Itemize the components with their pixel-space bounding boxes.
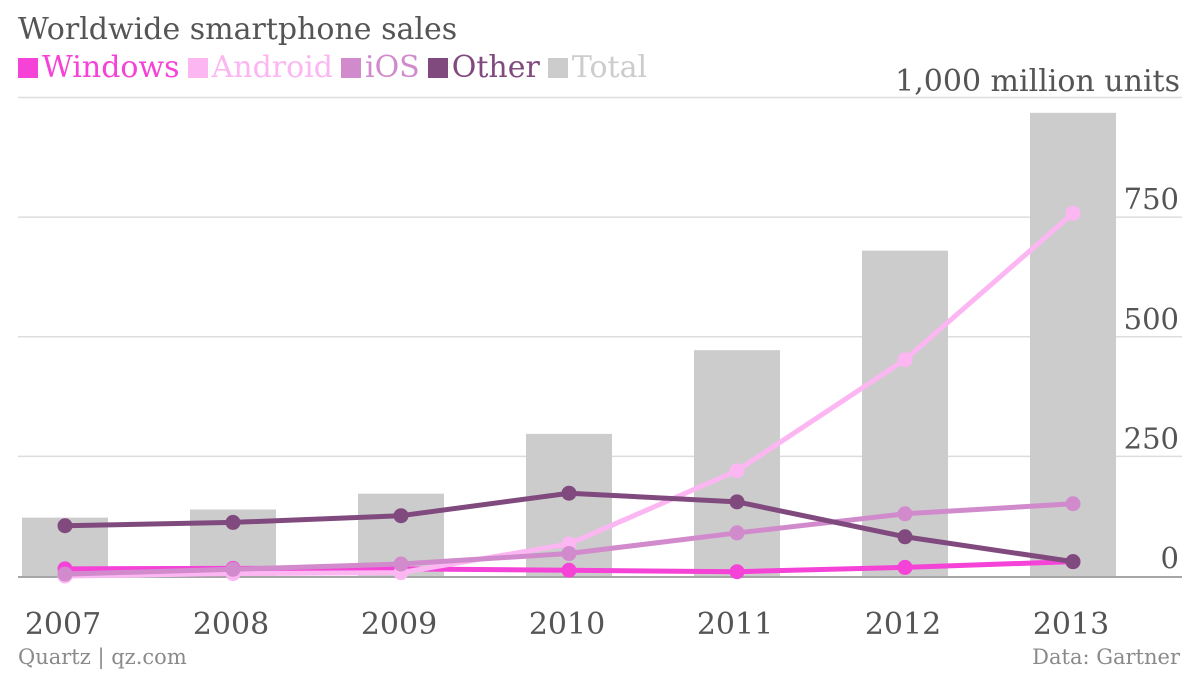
legend-item-ios: iOS bbox=[340, 50, 420, 85]
point-ios-2008 bbox=[225, 561, 241, 577]
point-ios-2013 bbox=[1065, 496, 1081, 512]
point-ios-2011 bbox=[729, 525, 745, 541]
data-source: Data: Gartner bbox=[1032, 645, 1180, 669]
x-tick-label: 2008 bbox=[193, 607, 269, 642]
point-other-2011 bbox=[729, 494, 745, 510]
point-windows-2011 bbox=[729, 564, 745, 580]
x-tick-label: 2007 bbox=[25, 607, 101, 642]
point-android-2011 bbox=[729, 463, 745, 479]
x-tick-label: 2013 bbox=[1033, 607, 1109, 642]
legend-item-other: Other bbox=[427, 50, 540, 85]
legend-label-windows: Windows bbox=[42, 50, 180, 85]
y-tick-label: 750 bbox=[1124, 182, 1179, 216]
x-tick-label: 2009 bbox=[361, 607, 437, 642]
point-other-2008 bbox=[225, 514, 241, 530]
y-tick-label: 0 bbox=[1161, 541, 1179, 575]
legend-label-total: Total bbox=[571, 50, 648, 85]
bar-total-2012 bbox=[862, 250, 948, 576]
source-credit: Quartz | qz.com bbox=[18, 645, 187, 669]
y-tick-label: 500 bbox=[1124, 302, 1179, 336]
legend-item-windows: Windows bbox=[18, 50, 180, 85]
legend-swatch-other bbox=[427, 57, 448, 78]
point-android-2012 bbox=[897, 352, 913, 368]
point-other-2013 bbox=[1065, 554, 1081, 570]
point-other-2009 bbox=[393, 508, 409, 524]
legend-label-android: Android bbox=[211, 50, 333, 85]
legend-label-ios: iOS bbox=[364, 50, 420, 85]
point-ios-2012 bbox=[897, 506, 913, 522]
legend-swatch-total bbox=[547, 57, 568, 78]
legend-item-total: Total bbox=[547, 50, 648, 85]
x-tick-label: 2010 bbox=[529, 607, 605, 642]
point-ios-2009 bbox=[393, 556, 409, 572]
point-windows-2012 bbox=[897, 559, 913, 575]
legend-label-other: Other bbox=[451, 50, 540, 85]
chart-legend: Windows Android iOS Other Total bbox=[18, 50, 655, 85]
point-other-2007 bbox=[57, 518, 73, 534]
x-tick-label: 2012 bbox=[865, 607, 941, 642]
point-ios-2010 bbox=[561, 546, 577, 562]
point-other-2012 bbox=[897, 529, 913, 545]
legend-swatch-android bbox=[187, 57, 208, 78]
point-other-2010 bbox=[561, 485, 577, 501]
point-windows-2010 bbox=[561, 562, 577, 578]
y-tick-label: 250 bbox=[1124, 421, 1179, 455]
x-tick-label: 2011 bbox=[697, 607, 773, 642]
point-android-2013 bbox=[1065, 205, 1081, 221]
legend-item-android: Android bbox=[187, 50, 333, 85]
y-axis-unit-label: 1,000 million units bbox=[895, 64, 1180, 99]
legend-swatch-ios bbox=[340, 57, 361, 78]
point-ios-2007 bbox=[57, 566, 73, 582]
legend-swatch-windows bbox=[18, 57, 38, 78]
chart-title: Worldwide smartphone sales bbox=[18, 12, 458, 47]
bar-total-2011 bbox=[694, 350, 780, 576]
